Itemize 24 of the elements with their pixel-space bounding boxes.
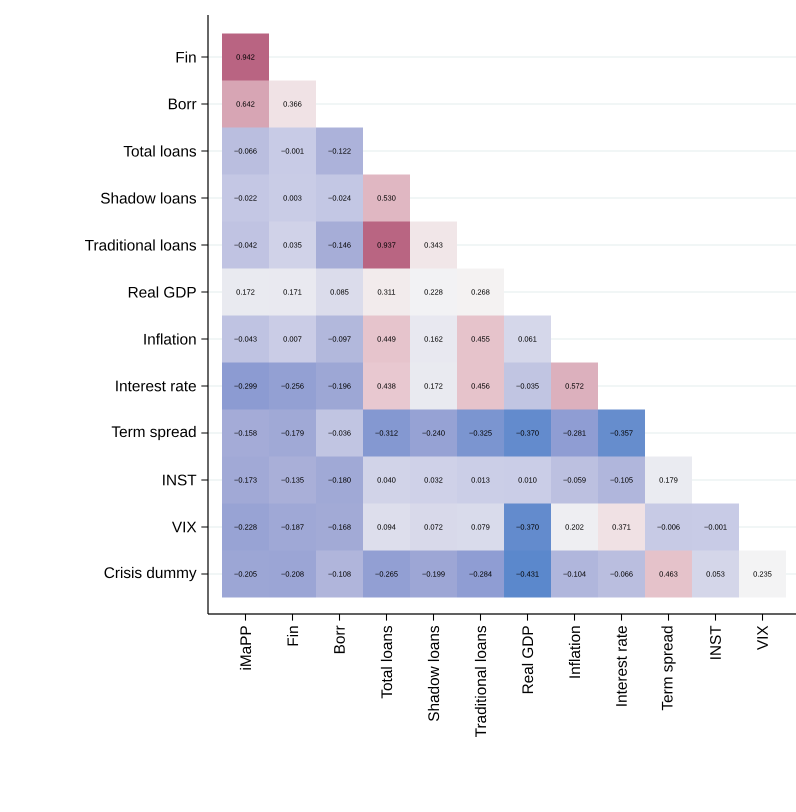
x-tick-label: Traditional loans (474, 626, 486, 737)
x-tick-label: INST (710, 626, 721, 659)
x-tick-label: Fin (286, 626, 298, 646)
y-tick-label: Total loans (124, 145, 196, 157)
x-tick-label: Inflation (568, 626, 580, 678)
y-tick-label: VIX (172, 522, 196, 532)
y-tick-label: Fin (176, 51, 196, 63)
x-tick-label: iMaPP (240, 626, 252, 670)
x-tick-label: Real GDP (522, 626, 534, 694)
y-tick-label: Traditional loans (85, 239, 196, 251)
y-tick-label: Interest rate (116, 380, 196, 392)
y-tick-label: Shadow loans (100, 192, 196, 204)
y-tick-label: INST (163, 474, 196, 486)
x-tick-label: Total loans (380, 626, 392, 698)
x-tick-label: Term spread (661, 626, 676, 710)
x-tick-label: Interest rate (616, 626, 627, 706)
x-tick-label: VIX (757, 626, 768, 650)
x-tick-label: Shadow loans (428, 626, 440, 722)
y-tick-label: Real GDP (128, 286, 196, 298)
y-tick-label: Crisis dummy (104, 566, 197, 582)
y-tick-label: Inflation (144, 333, 196, 345)
y-tick-label: Term spread (112, 426, 196, 440)
x-tick-label: Borr (334, 626, 345, 654)
y-tick-label: Borr (168, 98, 196, 110)
